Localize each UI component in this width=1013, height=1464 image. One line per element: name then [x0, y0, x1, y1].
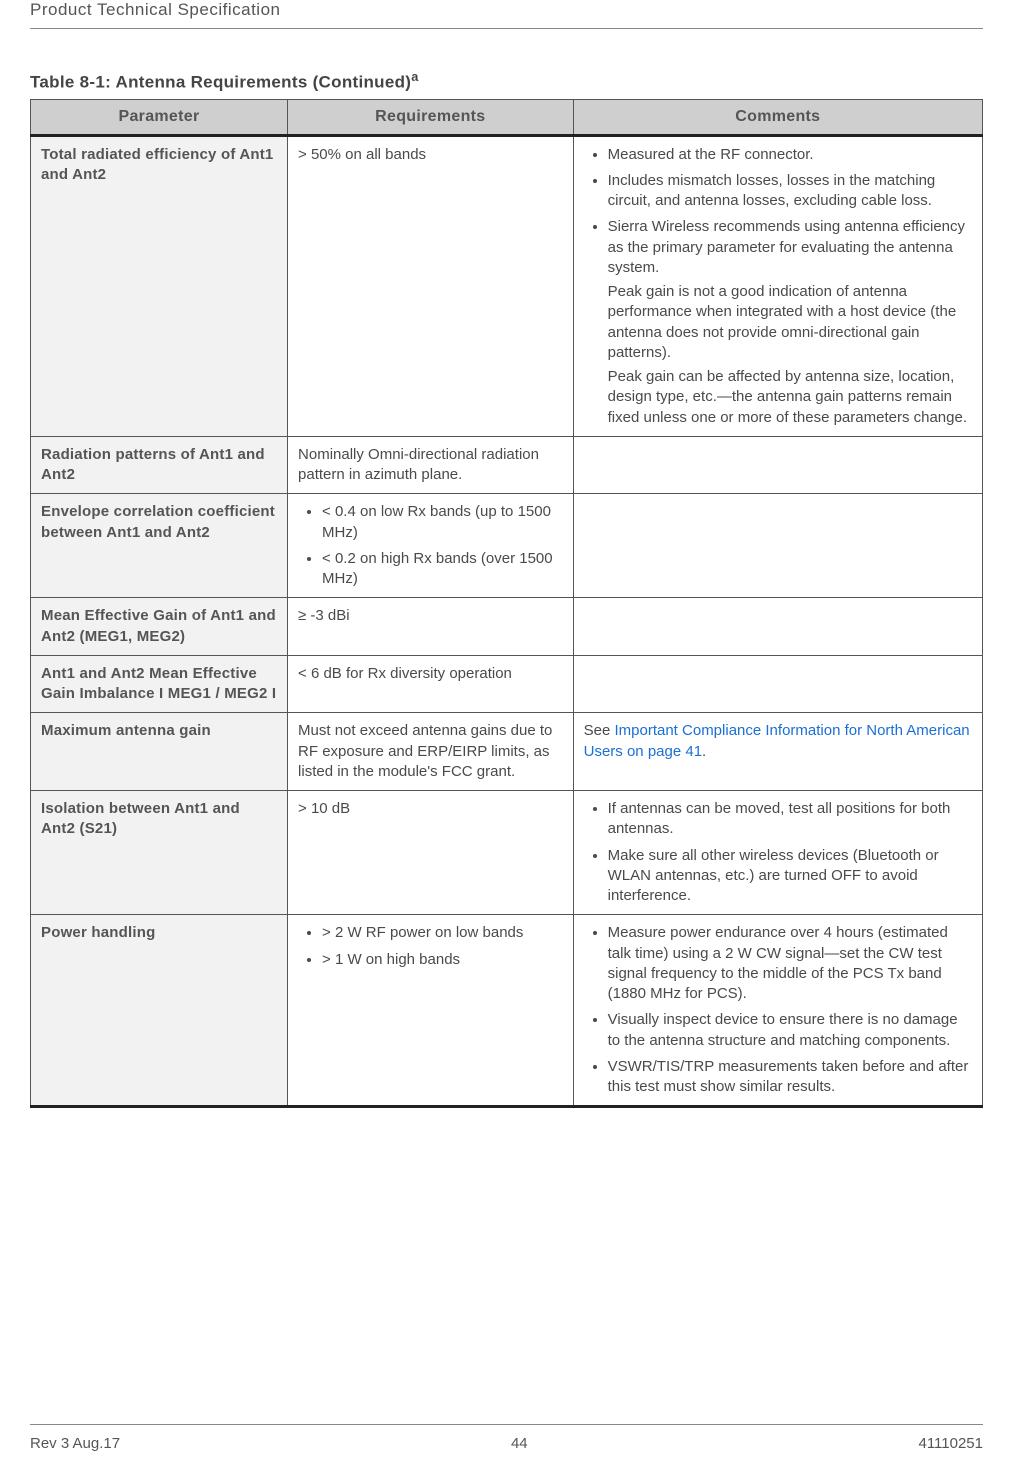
footer-page-number: 44 — [511, 1435, 528, 1452]
cell-param: Maximum antenna gain — [31, 713, 288, 791]
cell-req: > 2 W RF power on low bands > 1 W on hig… — [288, 915, 574, 1107]
cell-req: < 0.4 on low Rx bands (up to 1500 MHz) <… — [288, 494, 574, 598]
table-row: Mean Effective Gain of Ant1 and Ant2 (ME… — [31, 598, 983, 656]
cell-param: Envelope correlation coefficient between… — [31, 494, 288, 598]
bullet-list: < 0.4 on low Rx bands (up to 1500 MHz) <… — [298, 502, 563, 589]
sub-paragraph: Peak gain is not a good indication of an… — [608, 282, 972, 363]
cell-com — [573, 598, 982, 656]
list-item: Visually inspect device to ensure there … — [608, 1010, 972, 1051]
cell-com — [573, 655, 982, 713]
list-item: Includes mismatch losses, losses in the … — [608, 171, 972, 212]
table-row: Power handling > 2 W RF power on low ban… — [31, 915, 983, 1107]
cell-req: > 50% on all bands — [288, 135, 574, 436]
footer-right: 41110251 — [918, 1435, 983, 1452]
compliance-link[interactable]: Important Compliance Information for Nor… — [584, 722, 970, 759]
cell-param: Total radiated efficiency of Ant1 and An… — [31, 135, 288, 436]
caption-text: Table 8-1: Antenna Requirements (Continu… — [30, 73, 411, 92]
cell-param: Radiation patterns of Ant1 and Ant2 — [31, 436, 288, 494]
table-row: Radiation patterns of Ant1 and Ant2 Nomi… — [31, 436, 983, 494]
text-pre: See — [584, 722, 615, 739]
table-row: Envelope correlation coefficient between… — [31, 494, 983, 598]
cell-com: If antennas can be moved, test all posit… — [573, 791, 982, 915]
cell-req: Must not exceed antenna gains due to RF … — [288, 713, 574, 791]
cell-req: > 10 dB — [288, 791, 574, 915]
cell-com: Measured at the RF connector. Includes m… — [573, 135, 982, 436]
col-parameter: Parameter — [31, 99, 288, 135]
list-item: > 1 W on high bands — [322, 950, 563, 970]
text-post: . — [702, 743, 706, 760]
list-item: > 2 W RF power on low bands — [322, 923, 563, 943]
footer-left: Rev 3 Aug.17 — [30, 1435, 120, 1452]
cell-param: Ant1 and Ant2 Mean Effective Gain Imbala… — [31, 655, 288, 713]
cell-req: Nominally Omni-directional radiation pat… — [288, 436, 574, 494]
bullet-list: If antennas can be moved, test all posit… — [584, 799, 972, 906]
bullet-list: Measure power endurance over 4 hours (es… — [584, 923, 972, 1097]
cell-com — [573, 436, 982, 494]
table-row: Maximum antenna gain Must not exceed ant… — [31, 713, 983, 791]
list-item: Sierra Wireless recommends using antenna… — [608, 217, 972, 428]
page-footer: Rev 3 Aug.17 44 41110251 — [30, 1424, 983, 1452]
cell-com: See Important Compliance Information for… — [573, 713, 982, 791]
header-title: Product Technical Specification — [30, 0, 281, 19]
table-row: Isolation between Ant1 and Ant2 (S21) > … — [31, 791, 983, 915]
footer-row: Rev 3 Aug.17 44 41110251 — [30, 1435, 983, 1452]
table-row: Ant1 and Ant2 Mean Effective Gain Imbala… — [31, 655, 983, 713]
list-item: If antennas can be moved, test all posit… — [608, 799, 972, 840]
table-caption: Table 8-1: Antenna Requirements (Continu… — [0, 69, 1013, 99]
bullet-list: Measured at the RF connector. Includes m… — [584, 145, 972, 428]
list-item-text: Sierra Wireless recommends using antenna… — [608, 218, 965, 276]
caption-sup: a — [411, 69, 418, 84]
list-item: < 0.4 on low Rx bands (up to 1500 MHz) — [322, 502, 563, 543]
cell-param: Power handling — [31, 915, 288, 1107]
table-header-row: Parameter Requirements Comments — [31, 99, 983, 135]
cell-com: Measure power endurance over 4 hours (es… — [573, 915, 982, 1107]
header-rule — [30, 28, 983, 29]
cell-param: Mean Effective Gain of Ant1 and Ant2 (ME… — [31, 598, 288, 656]
cell-param: Isolation between Ant1 and Ant2 (S21) — [31, 791, 288, 915]
table-row: Total radiated efficiency of Ant1 and An… — [31, 135, 983, 436]
col-comments: Comments — [573, 99, 982, 135]
cell-req: ≥ -3 dBi — [288, 598, 574, 656]
spec-table: Parameter Requirements Comments Total ra… — [30, 99, 983, 1109]
bullet-list: > 2 W RF power on low bands > 1 W on hig… — [298, 923, 563, 970]
list-item: Make sure all other wireless devices (Bl… — [608, 846, 972, 907]
page-header: Product Technical Specification — [0, 0, 1013, 28]
list-item: Measure power endurance over 4 hours (es… — [608, 923, 972, 1004]
footer-rule — [30, 1424, 983, 1425]
cell-com — [573, 494, 982, 598]
cell-req: < 6 dB for Rx diversity operation — [288, 655, 574, 713]
list-item: < 0.2 on high Rx bands (over 1500 MHz) — [322, 549, 563, 590]
list-item: Measured at the RF connector. — [608, 145, 972, 165]
sub-paragraph: Peak gain can be affected by antenna siz… — [608, 367, 972, 428]
col-requirements: Requirements — [288, 99, 574, 135]
list-item: VSWR/TIS/TRP measurements taken before a… — [608, 1057, 972, 1098]
